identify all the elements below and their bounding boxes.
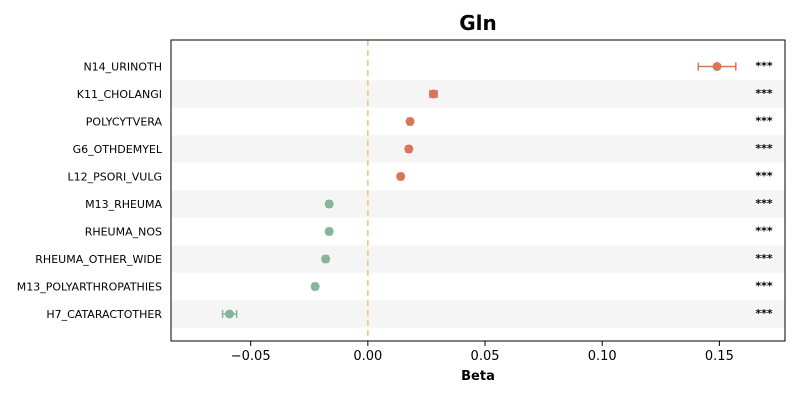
significance-label: *** <box>755 60 773 73</box>
data-point <box>428 89 438 99</box>
data-point <box>404 144 414 154</box>
x-axis: −0.05 0.00 0.05 0.10 0.15 <box>231 341 734 364</box>
significance-label: *** <box>755 307 773 320</box>
row-band <box>171 245 785 273</box>
row-label: POLYCYTVERA <box>86 116 163 129</box>
data-point <box>405 117 415 126</box>
chart-title: Gln <box>459 11 497 35</box>
significance-label: *** <box>755 115 773 128</box>
data-point <box>324 199 334 209</box>
row-band <box>171 80 785 108</box>
row-label: N14_URINOTH <box>83 61 162 74</box>
row-labels: N14_URINOTH K11_CHOLANGI POLYCYTVERA G6_OTH… <box>17 61 163 322</box>
row-band <box>171 135 785 163</box>
significance-labels: *** *** *** *** *** *** *** *** *** *** <box>755 60 773 321</box>
x-tick-label: 0.00 <box>353 349 382 364</box>
row-label: H7_CATARACTOTHER <box>46 308 162 321</box>
row-label: RHEUMA_NOS <box>85 226 162 239</box>
data-marks <box>221 62 737 319</box>
plot-frame <box>170 39 786 342</box>
data-point <box>225 309 235 319</box>
data-point <box>310 282 320 291</box>
significance-label: *** <box>755 170 773 183</box>
row-label: RHEUMA_OTHER_WIDE <box>35 253 162 266</box>
row-bands <box>171 80 785 328</box>
row-band <box>171 190 785 218</box>
row-label: K11_CHOLANGI <box>77 88 162 101</box>
x-tick-label: 0.15 <box>705 349 734 364</box>
x-axis-label: Beta <box>461 369 495 384</box>
row-band <box>171 300 785 328</box>
data-point <box>321 254 331 264</box>
significance-label: *** <box>755 142 773 155</box>
significance-label: *** <box>755 197 773 210</box>
data-point <box>712 62 722 71</box>
x-tick-label: 0.05 <box>471 349 500 364</box>
significance-label: *** <box>755 252 773 265</box>
significance-label: *** <box>755 225 773 238</box>
significance-label: *** <box>755 87 773 100</box>
data-point <box>324 227 334 236</box>
x-tick-label: 0.10 <box>588 349 617 364</box>
row-label: L12_PSORI_VULG <box>67 171 162 184</box>
row-label: G6_OTHDEMYEL <box>73 143 163 156</box>
x-tick-label: −0.05 <box>231 349 271 364</box>
data-point <box>396 172 406 181</box>
row-label: M13_RHEUMA <box>85 198 162 211</box>
row-label: M13_POLYARTHROPATHIES <box>17 281 162 294</box>
significance-label: *** <box>755 280 773 293</box>
